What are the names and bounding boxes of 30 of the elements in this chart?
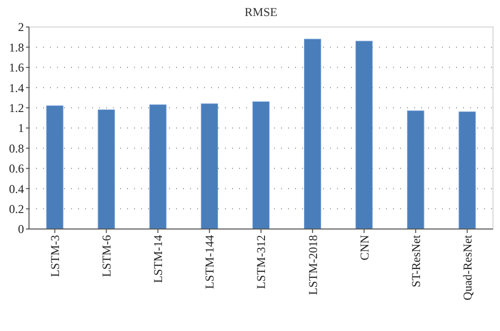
y-tick-label: 0.6 bbox=[9, 162, 24, 176]
x-tick-label: LSTM-2018 bbox=[306, 235, 320, 295]
y-tick-label: 1.8 bbox=[9, 40, 24, 54]
y-tick-label: 1.2 bbox=[9, 101, 24, 115]
bar bbox=[98, 110, 115, 230]
x-tick-label: LSTM-312 bbox=[254, 235, 268, 289]
x-tick-label: ST-ResNet bbox=[408, 234, 423, 288]
x-tick-label: LSTM-3 bbox=[48, 235, 62, 277]
bar bbox=[458, 112, 476, 230]
y-tick-label: 1.6 bbox=[9, 60, 24, 75]
y-tick-label: 1.4 bbox=[9, 80, 24, 95]
y-tick-label: 1 bbox=[18, 121, 24, 136]
chart-title: RMSE bbox=[244, 5, 278, 19]
bar bbox=[252, 101, 270, 230]
y-tick-label: 0 bbox=[18, 222, 24, 236]
x-tick-label: LSTM-144 bbox=[202, 235, 217, 289]
y-tick-label: 2 bbox=[18, 20, 24, 34]
x-tick-label: Quad-ResNet bbox=[460, 234, 474, 300]
bar bbox=[407, 110, 424, 230]
y-tick-label: 0.2 bbox=[9, 202, 24, 216]
bar bbox=[304, 38, 322, 230]
y-tick-label: 0.4 bbox=[9, 182, 24, 196]
x-tick-label: CNN bbox=[357, 234, 372, 260]
x-tick-label: LSTM-6 bbox=[100, 235, 114, 277]
bar bbox=[200, 103, 218, 230]
y-tick-label: 0.8 bbox=[9, 141, 24, 156]
bar bbox=[46, 105, 64, 230]
bar bbox=[356, 40, 373, 230]
x-tick-label: LSTM-14 bbox=[151, 235, 166, 283]
bar bbox=[149, 104, 166, 230]
